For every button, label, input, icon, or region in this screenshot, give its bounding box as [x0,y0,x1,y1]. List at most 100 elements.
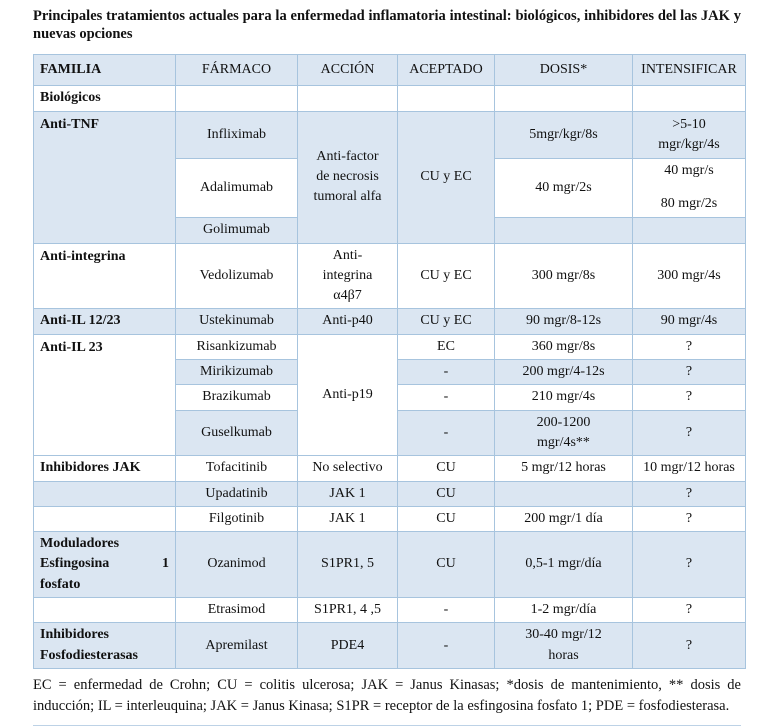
table-footnote: EC = enfermedad de Crohn; CU = colitis u… [33,677,741,714]
row-ozanimod: Moduladores Esfingosina 1 fosfato Ozanimod S1… [33,531,746,598]
cell-line: 40 mgr/s [664,162,714,178]
cell-line: 80 mgr/2s [660,196,718,212]
action-cell: Anti-integrina α4β7 [297,242,398,310]
approved-cell: CU [397,480,495,507]
action-cell: Anti-p19 [297,333,398,457]
cell-line-part: Esfingosina [40,556,110,572]
drug-cell: Adalimumab [175,157,298,218]
cell-line: fosfato [40,576,81,592]
row-ustekinumab: Anti-IL 12/23 Ustekinumab Anti-p40 CU y EC 9… [33,308,746,335]
intensify-cell: ? [632,531,746,598]
drug-cell: Vedolizumab [175,242,298,310]
family-cell [33,480,176,507]
cell-line: Inhibidores [40,627,109,643]
dose-cell: 1-2 mgr/día [494,596,633,624]
drug-cell: Guselkumab [175,409,298,457]
family-cell: Biológicos [33,84,176,112]
action-cell: PDE4 [297,622,398,670]
dose-cell: 210 mgr/4s [494,384,633,411]
dose-cell [494,84,633,112]
approved-cell: - [397,596,495,624]
action-cell: Anti-factor de necrosis tumoral alfa [297,110,398,244]
family-cell: Anti-IL 12/23 [33,308,176,335]
action-cell: Anti-p40 [297,308,398,335]
row-filgotinib: Filgotinib JAK 1 CU 200 mgr/1 día? [33,505,746,533]
cell-line: >5-10 [672,116,706,132]
row-infliximab: Anti-TNF Infliximab Anti-factor de necrosis… [33,110,746,244]
action-cell: S1PR1, 4 ,5 [297,596,398,624]
cell-line: mgr/kgr/4s [658,136,720,152]
drug-cell [175,84,298,112]
column-header-familia: FAMILIA [33,53,176,86]
row-mirikizumab: Mirikizumab -200 mgr/4-12s? [34,359,746,386]
approved-cell: - [397,359,495,386]
family-cell [33,596,176,624]
cell-line: Anti-factor [316,148,379,164]
cell-line: de necrosis [316,169,379,185]
dose-cell [494,480,633,507]
intensify-cell: ? [632,384,746,411]
row-tofacitinib: Inhibidores JAK Tofacitinib No selectivo CU… [33,455,746,482]
approved-cell [397,84,495,112]
dose-cell: 300 mgr/8s [494,242,633,310]
row-upadatinib: Upadatinib JAK 1 CU? [33,480,746,507]
row-biologicos: Biológicos [33,84,746,112]
dose-cell: 0,5-1 mgr/día [494,531,633,598]
family-cell: Inhibidores Fosfodiesterasas [33,622,176,670]
approved-cell: - [397,384,495,411]
approved-cell: CU y EC [397,308,495,335]
drug-cell: Upadatinib [175,480,298,507]
family-cell: Moduladores Esfingosina 1 fosfato [33,531,176,598]
intensify-cell [632,216,746,244]
cell-line: Fosfodiesterasas [40,647,138,663]
family-cell [33,505,176,533]
action-cell: No selectivo [297,455,398,482]
approved-cell: CU [397,505,495,533]
drug-cell: Ustekinumab [175,308,298,335]
approved-cell: - [397,409,495,457]
approved-cell: EC [397,333,495,361]
row-golimumab: Golimumab [34,216,746,244]
cell-line: integrina [322,267,373,283]
row-apremilast: Inhibidores Fosfodiesterasas Apremilast PDE… [33,622,746,670]
column-header-accion: ACCIÓN [297,53,398,86]
column-header-dosis: DOSIS* [494,53,633,86]
cell-line: α4β7 [333,288,362,304]
intensify-cell: ? [632,333,746,361]
column-header-farmaco: FÁRMACO [175,53,298,86]
approved-cell: CU [397,531,495,598]
table-title: Principales tratamientos actuales para l… [33,8,741,42]
intensify-cell: ? [632,596,746,624]
intensify-cell [632,84,746,112]
drug-cell: Filgotinib [175,505,298,533]
column-header-intensificar: INTENSIFICAR [632,53,746,86]
intensify-cell: ? [632,480,746,507]
approved-cell: CU y EC [397,110,495,244]
row-vedolizumab: Anti-integrina Vedolizumab Anti-integrina α… [33,242,746,310]
column-header-aceptado: ACEPTADO [397,53,495,86]
approved-cell: CU y EC [397,242,495,310]
drug-cell: Brazikumab [175,384,298,411]
row-risankizumab: Anti-IL 23 Risankizumab Anti-p19 EC 360 mgr/… [33,333,746,457]
drug-cell: Risankizumab [175,333,298,361]
header-row: FAMILIA FÁRMACO ACCIÓN ACEPTADO DOSIS* INTENS… [33,53,746,86]
treatments-table: FAMILIA FÁRMACO ACCIÓN ACEPTADO DOSIS* INTENS… [33,53,746,670]
cell-line: 30-40 mgr/12 [525,627,602,643]
family-cell: Inhibidores JAK [33,455,176,482]
drug-cell: Golimumab [175,216,298,244]
action-cell: JAK 1 [297,505,398,533]
dose-cell: 200 mgr/4-12s [494,359,633,386]
approved-cell: CU [397,455,495,482]
row-adalimumab: Adalimumab 40 mgr/2s 40 mgr/s 80 mgr/2s [34,157,746,218]
drug-cell: Ozanimod [175,531,298,598]
dose-cell: 40 mgr/2s [494,157,633,218]
dose-cell: 90 mgr/8-12s [494,308,633,335]
cell-line: Anti- [332,247,363,263]
drug-cell: Tofacitinib [175,455,298,482]
drug-cell: Infliximab [175,110,298,159]
row-etrasimod: Etrasimod S1PR1, 4 ,5-1-2 mgr/día? [33,596,746,624]
cell-line: Esfingosina 1 [40,554,169,574]
family-cell: Anti-TNF [33,110,176,244]
dose-cell: 5mgr/kgr/8s [494,110,633,159]
